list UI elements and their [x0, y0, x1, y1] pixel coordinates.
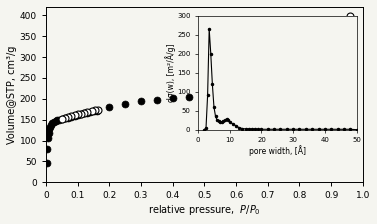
X-axis label: relative pressure,  $P/P_0$: relative pressure, $P/P_0$ [148, 203, 261, 217]
Y-axis label: Volume@STP, cm³/g: Volume@STP, cm³/g [7, 45, 17, 144]
